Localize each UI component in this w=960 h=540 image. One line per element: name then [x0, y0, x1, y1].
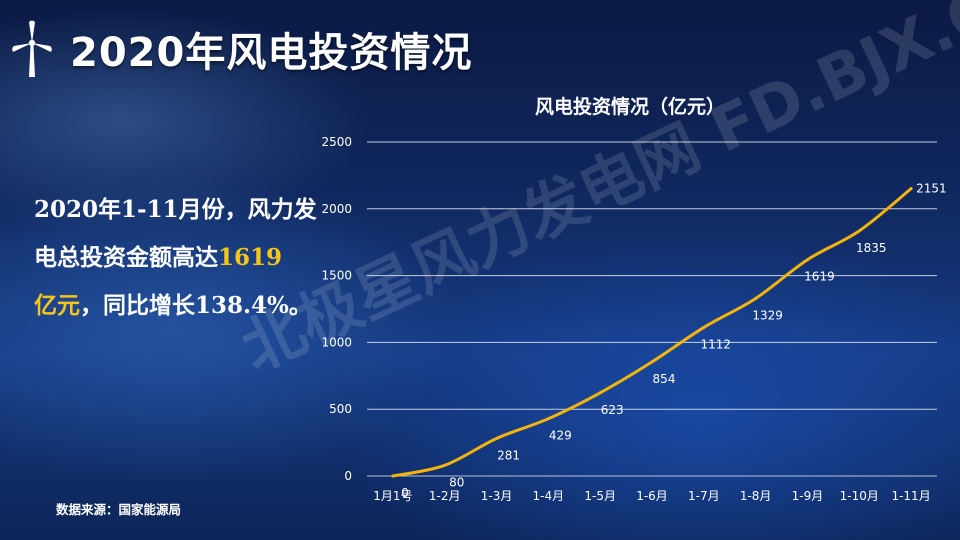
x-tick-label: 1-8月: [740, 489, 772, 503]
data-label: 623: [601, 403, 624, 417]
data-label: 2151: [916, 182, 947, 196]
x-tick-label: 1-2月: [429, 489, 461, 503]
data-label: 281: [497, 448, 520, 462]
chart-title: 风电投资情况（亿元）: [534, 96, 725, 118]
watermark-text: 北极星风力发电网 FD.BJX.COM.CN: [230, 0, 960, 386]
data-point: [598, 391, 602, 395]
y-tick-label: 2500: [321, 135, 352, 149]
data-point: [754, 296, 758, 300]
data-label: 1112: [701, 337, 732, 351]
x-tick-label: 1-3月: [481, 489, 513, 503]
y-tick-label: 1500: [321, 269, 352, 283]
data-point: [495, 436, 499, 440]
data-label: 0: [401, 486, 409, 500]
data-point: [909, 187, 913, 191]
data-label: 429: [549, 429, 572, 443]
summary-amount: 1619: [218, 244, 283, 271]
data-label: 1619: [804, 270, 835, 284]
y-tick-label: 500: [329, 402, 352, 416]
data-point: [391, 474, 395, 478]
x-tick-label: 1-10月: [840, 489, 879, 503]
data-point: [650, 360, 654, 364]
x-tick-label: 1-5月: [584, 489, 616, 503]
summary-line-1: 2020年1-11月份，风力发: [34, 196, 317, 223]
y-tick-label: 1000: [321, 335, 352, 349]
data-point: [443, 463, 447, 467]
x-tick-label: 1-11月: [891, 489, 930, 503]
x-tick-label: 1-4月: [533, 489, 565, 503]
title-row: 2020年风电投资情况: [8, 14, 472, 84]
summary-line-3: ，同比增长138.4%。: [80, 292, 312, 319]
page-title: 2020年风电投资情况: [70, 30, 473, 76]
x-tick-label: 1月1号: [373, 489, 412, 503]
data-point: [702, 325, 706, 329]
data-point: [805, 258, 809, 262]
x-tick-label: 1-9月: [792, 489, 824, 503]
data-label: 1835: [856, 241, 887, 255]
summary-unit: 亿元: [34, 292, 80, 319]
summary-text: 2020年1-11月份，风力发 电总投资金额高达1619 亿元，同比增长138.…: [34, 186, 324, 330]
data-source: 数据来源：国家能源局: [56, 502, 182, 517]
wind-turbine-icon: [12, 20, 52, 77]
watermark: 北极星风力发电网 FD.BJX.COM.CN: [230, 0, 960, 386]
y-tick-label: 2000: [321, 202, 352, 216]
summary-line-2: 电总投资金额高达: [34, 244, 218, 271]
data-point: [857, 229, 861, 233]
x-tick-label: 1-7月: [688, 489, 720, 503]
data-label: 1329: [752, 308, 783, 322]
x-tick-label: 1-6月: [636, 489, 668, 503]
data-label: 80: [449, 475, 464, 489]
data-label: 854: [653, 372, 676, 386]
data-point: [546, 417, 550, 421]
y-tick-label: 0: [344, 469, 352, 483]
